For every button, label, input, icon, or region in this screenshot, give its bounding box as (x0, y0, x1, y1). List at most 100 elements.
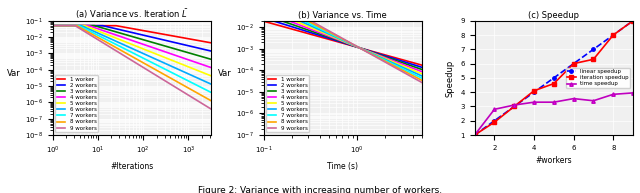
Text: Figure 2: Variance with increasing number of workers.: Figure 2: Variance with increasing numbe… (198, 186, 442, 193)
9 workers (356, 47, 364, 50)
Y-axis label: Var: Var (218, 69, 232, 78)
Y-axis label: Var: Var (7, 69, 20, 78)
7 workers (356, 47, 364, 50)
7 workers (143, 59, 150, 61)
7 workers (354, 46, 362, 48)
Line: 7 workers: 7 workers (264, 21, 422, 78)
2 workers (146, 36, 154, 38)
7 workers (193, 84, 200, 86)
1 worker (49, 25, 57, 27)
iteration speedup (530, 90, 538, 92)
8 workers (182, 86, 190, 88)
3 workers (182, 51, 190, 53)
8 workers (143, 64, 151, 66)
1 worker (193, 39, 200, 41)
7 workers (146, 60, 154, 63)
6 workers (143, 54, 151, 56)
2 workers (394, 58, 401, 61)
2 workers (49, 25, 56, 27)
9 workers (418, 81, 426, 84)
5 workers (260, 19, 268, 22)
1 worker (260, 20, 268, 22)
9 workers (146, 70, 154, 73)
2 workers (354, 46, 362, 48)
5 workers (49, 25, 57, 27)
9 workers (182, 93, 190, 95)
5 workers (418, 73, 426, 75)
5 workers (49, 25, 56, 27)
linear speedup (510, 105, 518, 108)
8 workers (143, 63, 150, 66)
8 workers (49, 25, 56, 27)
4 workers (353, 46, 361, 48)
6 workers (354, 46, 362, 48)
9 workers (403, 73, 411, 75)
3 workers (207, 58, 215, 60)
Line: 4 workers: 4 workers (52, 26, 211, 68)
iteration speedup (609, 34, 617, 36)
time speedup (491, 108, 499, 110)
3 workers (49, 25, 57, 27)
2 workers (356, 47, 364, 49)
Line: time speedup: time speedup (473, 91, 635, 137)
7 workers (207, 91, 215, 94)
9 workers (260, 19, 268, 22)
8 workers (403, 72, 411, 74)
5 workers (354, 46, 362, 48)
9 workers (49, 25, 57, 27)
2 workers (143, 35, 150, 37)
7 workers (260, 19, 268, 22)
6 workers (193, 76, 200, 79)
3 workers (143, 40, 151, 42)
1 worker (207, 42, 215, 44)
1 worker (146, 30, 154, 33)
9 workers (193, 99, 200, 101)
3 workers (394, 60, 401, 62)
1 worker (353, 46, 361, 48)
1 worker (49, 25, 56, 27)
7 workers (49, 25, 57, 27)
iteration speedup (550, 82, 557, 85)
1 worker (260, 20, 268, 23)
2 workers (418, 66, 426, 69)
Legend: linear speedup, iteration speedup, time speedup: linear speedup, iteration speedup, time … (566, 68, 630, 88)
Line: 9 workers: 9 workers (52, 26, 211, 109)
Line: 4 workers: 4 workers (264, 21, 422, 72)
iteration speedup (629, 19, 637, 22)
linear speedup (629, 19, 637, 22)
2 workers (260, 19, 268, 22)
5 workers (403, 67, 411, 69)
5 workers (143, 49, 150, 51)
7 workers (182, 79, 190, 81)
4 workers (418, 71, 426, 73)
3 workers (354, 46, 362, 48)
time speedup (471, 134, 479, 136)
Line: linear speedup: linear speedup (473, 19, 635, 137)
2 workers (353, 46, 361, 48)
2 workers (182, 44, 190, 46)
1 worker (143, 30, 151, 32)
time speedup (570, 97, 577, 100)
time speedup (609, 93, 617, 96)
Line: 5 workers: 5 workers (264, 21, 422, 74)
Line: 5 workers: 5 workers (52, 26, 211, 76)
time speedup (629, 92, 637, 94)
4 workers (260, 19, 268, 22)
X-axis label: #Iterations: #Iterations (110, 162, 154, 171)
5 workers (143, 49, 151, 52)
Line: 2 workers: 2 workers (52, 26, 211, 51)
Line: 9 workers: 9 workers (264, 21, 422, 83)
8 workers (418, 79, 426, 82)
4 workers (143, 44, 151, 47)
4 workers (143, 44, 150, 47)
2 workers (207, 50, 215, 52)
4 workers (260, 19, 268, 22)
Legend: 1 worker, 2 workers, 3 workers, 4 workers, 5 workers, 6 workers, 7 workers, 8 wo: 1 worker, 2 workers, 3 workers, 4 worker… (266, 75, 309, 132)
9 workers (260, 19, 268, 22)
Line: 1 worker: 1 worker (264, 21, 422, 65)
8 workers (260, 19, 268, 22)
time speedup (530, 101, 538, 103)
time speedup (550, 101, 557, 103)
iteration speedup (570, 63, 577, 65)
3 workers (418, 68, 426, 71)
